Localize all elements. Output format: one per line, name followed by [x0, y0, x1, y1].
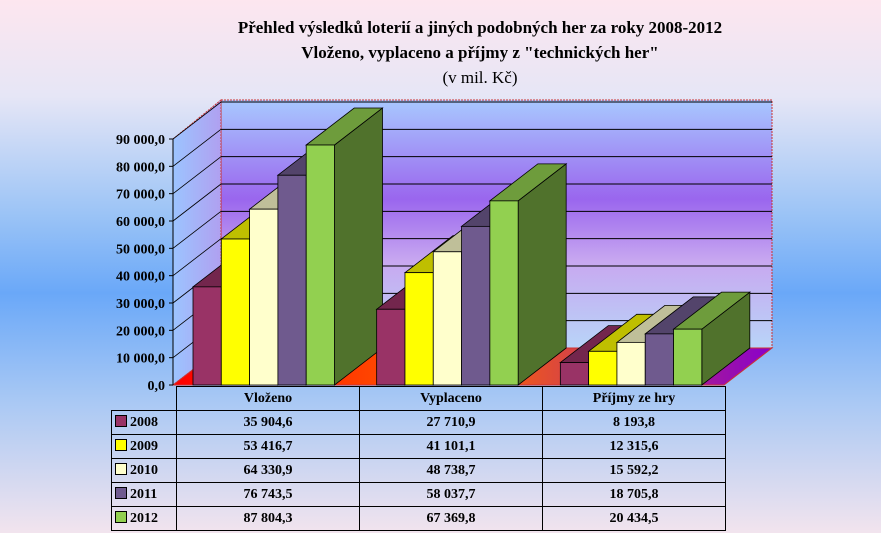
table-row: 2012 87 804,3 67 369,8 20 434,5: [111, 506, 726, 531]
gridline-side: [172, 156, 222, 194]
y-tick-label: 50 000,0: [116, 242, 165, 257]
bar: [644, 333, 674, 386]
table-row: 2008 35 904,6 27 710,9 8 193,8: [111, 410, 726, 435]
bar: [376, 308, 406, 386]
y-tick-label: 30 000,0: [116, 297, 165, 312]
table-cell: 76 743,5: [176, 482, 360, 507]
table-cell: 87 804,3: [176, 506, 360, 531]
table-cell: 48 738,7: [359, 458, 543, 483]
gridline-side: [172, 211, 222, 249]
table-cell: 35 904,6: [176, 410, 360, 435]
bar: [588, 350, 618, 386]
y-tick-label: 10 000,0: [116, 352, 165, 367]
legend-entry: 2012: [111, 506, 177, 531]
y-tick-label: 0,0: [148, 379, 166, 394]
bar: [461, 225, 491, 386]
y-tick-label: 80 000,0: [116, 160, 165, 175]
table-cell: 64 330,9: [176, 458, 360, 483]
bar: [277, 174, 307, 386]
table-cell: 27 710,9: [359, 410, 543, 435]
y-tick-label: 70 000,0: [116, 188, 165, 203]
legend-entry: 2009: [111, 434, 177, 459]
table-cell: 53 416,7: [176, 434, 360, 459]
table-cell: 67 369,8: [359, 506, 543, 531]
chart-units: (v mil. Kč): [442, 68, 518, 87]
gridline-side: [172, 101, 222, 140]
bar: [404, 272, 434, 386]
bar: [432, 251, 462, 386]
data-table: Vloženo Vyplaceno Příjmy ze hry 2008 35 904,…: [111, 386, 726, 531]
legend-entry: 2008: [111, 410, 177, 435]
table-header: Příjmy ze hry: [542, 386, 726, 411]
gridline-side: [172, 183, 222, 222]
legend-swatch: [115, 414, 127, 427]
gridline-side: [172, 129, 222, 167]
table-cell: 18 705,8: [542, 482, 726, 507]
bar: [616, 341, 646, 386]
bar: [220, 238, 251, 386]
table-corner: [112, 387, 177, 411]
legend-swatch: [115, 486, 127, 499]
table-cell: 15 592,2: [542, 458, 726, 483]
bar: [305, 144, 335, 386]
table-cell: 12 315,6: [542, 434, 726, 459]
legend-label: 2008: [130, 414, 158, 430]
table-cell: 41 101,1: [359, 434, 543, 459]
bar: [192, 286, 222, 386]
legend-label: 2011: [130, 486, 158, 502]
chart-subtitle: Vloženo, vyplaceno a příjmy z "technický…: [301, 43, 659, 62]
table-cell: 20 434,5: [542, 506, 726, 531]
table-row: 2009 53 416,7 41 101,1 12 315,6: [111, 434, 726, 459]
table-row: 2011 76 743,5 58 037,7 18 705,8: [111, 482, 726, 507]
bar: [559, 362, 590, 386]
bar-side: [334, 107, 383, 386]
legend-swatch: [115, 462, 127, 475]
legend-swatch: [115, 438, 127, 451]
y-tick-label: 40 000,0: [116, 270, 165, 285]
y-tick-label: 90 000,0: [116, 133, 165, 148]
legend-label: 2012: [130, 510, 158, 526]
bar: [249, 208, 279, 386]
legend-entry: 2011: [111, 482, 177, 507]
bar-side: [517, 163, 567, 386]
legend-entry: 2010: [111, 458, 177, 483]
legend-swatch: [115, 510, 127, 523]
chart-title: Přehled výsledků loterií a jiných podobn…: [237, 18, 723, 37]
bar: [489, 200, 519, 386]
table-cell: 8 193,8: [542, 410, 726, 435]
gridline-side: [172, 238, 222, 276]
table-cell: 58 037,7: [359, 482, 543, 507]
table-header: Vyplaceno: [359, 386, 543, 411]
legend-label: 2010: [130, 462, 158, 478]
table-header: Vloženo: [176, 386, 360, 411]
y-tick-label: 60 000,0: [116, 215, 165, 230]
bar: [673, 328, 703, 386]
legend-label: 2009: [130, 438, 158, 454]
table-row: 2010 64 330,9 48 738,7 15 592,2: [111, 458, 726, 483]
y-tick-label: 20 000,0: [116, 324, 165, 339]
